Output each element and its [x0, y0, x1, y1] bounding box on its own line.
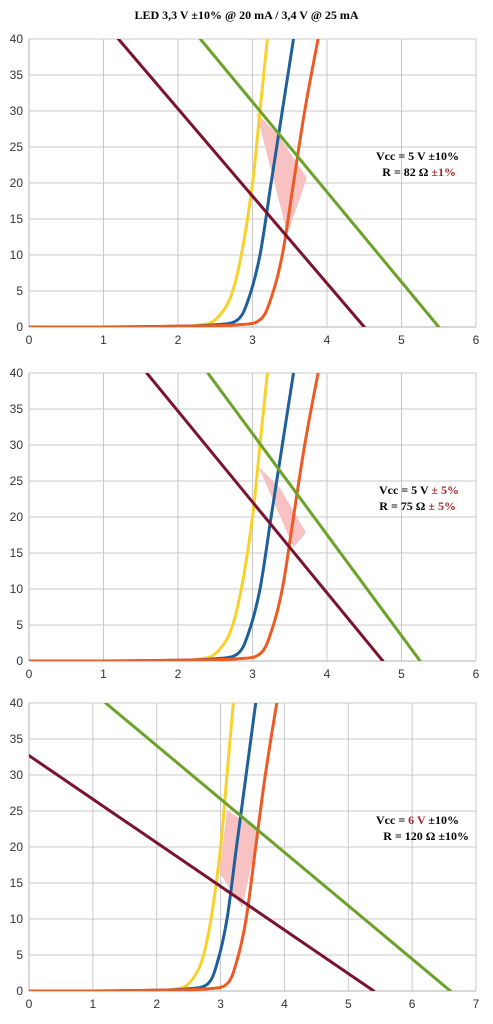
series-line-load-low	[116, 39, 366, 327]
annotation-text: Vcc =	[376, 813, 408, 827]
series-line-led-max	[29, 703, 279, 991]
annotation-text: R = 82 Ω	[382, 165, 431, 179]
x-tick-label: 1	[90, 997, 97, 1011]
annotation-highlight: ±1%	[431, 165, 456, 179]
plot-area	[29, 373, 422, 661]
x-tick-label: 7	[473, 997, 480, 1011]
x-tick-label: 5	[398, 333, 405, 347]
y-tick-label: 40	[10, 696, 24, 710]
operating-region	[256, 112, 307, 235]
annotation-text: R = 75 Ω	[379, 499, 428, 513]
chart-title: LED 3,3 V ±10% @ 20 mA / 3,4 V @ 25 mA	[134, 8, 359, 22]
x-tick-label: 0	[26, 333, 33, 347]
y-tick-label: 15	[10, 212, 24, 226]
series-line-load-high	[198, 39, 441, 327]
annotation-highlight: ± 5%	[428, 499, 456, 513]
series-line-load-high	[104, 703, 452, 991]
plot-area	[29, 703, 452, 991]
plot-area	[29, 39, 441, 327]
annotation-line1: Vcc = 5 V ± 5%	[379, 483, 459, 497]
y-tick-label: 0	[16, 984, 23, 998]
x-tick-label: 6	[473, 333, 480, 347]
y-tick-label: 20	[10, 840, 24, 854]
x-tick-label: 5	[398, 667, 405, 681]
y-tick-label: 35	[10, 68, 24, 82]
x-tick-label: 4	[324, 667, 331, 681]
y-tick-label: 15	[10, 876, 24, 890]
y-tick-label: 5	[16, 948, 23, 962]
y-tick-label: 25	[10, 804, 24, 818]
annotation-text: ±10%	[425, 813, 459, 827]
y-tick-label: 0	[16, 654, 23, 668]
x-tick-label: 6	[473, 667, 480, 681]
y-tick-label: 5	[16, 618, 23, 632]
chart-panel-3: 0 5 10 15 20 25 30 35 40 0 1 2 3 4 5 6 7 Vcc = 6 V ±10% R …	[10, 696, 480, 1011]
y-tick-label: 0	[16, 320, 23, 334]
y-tick-label: 20	[10, 510, 24, 524]
series-line-load-high	[206, 373, 422, 661]
x-tick-label: 2	[175, 333, 182, 347]
annotation-text: Vcc = 5 V	[379, 483, 431, 497]
y-tick-label: 10	[10, 912, 24, 926]
y-tick-label: 20	[10, 176, 24, 190]
series-line-load-low	[29, 754, 376, 991]
annotation-highlight: ± 5%	[431, 483, 459, 497]
x-tick-label: 6	[409, 997, 416, 1011]
y-tick-label: 25	[10, 140, 24, 154]
operating-region	[219, 810, 259, 908]
annotation-line2: R = 82 Ω ±1%	[382, 165, 456, 179]
x-tick-label: 3	[217, 997, 224, 1011]
annotation-line1: Vcc = 6 V ±10%	[376, 813, 459, 827]
y-tick-label: 40	[10, 366, 24, 380]
series-line-load-low	[145, 373, 385, 661]
y-tick-label: 15	[10, 546, 24, 560]
series-line-led-max	[29, 373, 320, 661]
y-tick-label: 5	[16, 284, 23, 298]
annotation-line2: R = 75 Ω ± 5%	[379, 499, 456, 513]
x-tick-label: 0	[26, 997, 33, 1011]
x-tick-label: 5	[345, 997, 352, 1011]
y-tick-label: 40	[10, 32, 24, 46]
y-tick-label: 10	[10, 248, 24, 262]
y-tick-label: 35	[10, 732, 24, 746]
y-tick-label: 30	[10, 438, 24, 452]
x-tick-label: 2	[153, 997, 160, 1011]
y-tick-label: 35	[10, 402, 24, 416]
x-tick-label: 4	[281, 997, 288, 1011]
annotation-line1: Vcc = 5 V ±10%	[376, 149, 459, 163]
series-line-led-max	[29, 39, 320, 327]
annotation-text: R = 120 Ω ±10%	[383, 829, 469, 843]
x-tick-label: 1	[100, 667, 107, 681]
chart-panel-1: 0 5 10 15 20 25 30 35 40 0 1 2 3 4 5 6 Vcc = 5 V ±10% R =…	[10, 32, 480, 347]
x-tick-label: 0	[26, 667, 33, 681]
y-tick-label: 30	[10, 768, 24, 782]
x-tick-label: 1	[100, 333, 107, 347]
x-tick-label: 3	[249, 333, 256, 347]
x-tick-label: 2	[175, 667, 182, 681]
operating-region	[258, 466, 307, 548]
annotation-line2: R = 120 Ω ±10%	[383, 829, 469, 843]
y-tick-label: 30	[10, 104, 24, 118]
x-tick-label: 3	[249, 667, 256, 681]
annotation-highlight: 6 V	[408, 813, 426, 827]
y-tick-label: 10	[10, 582, 24, 596]
y-tick-label: 25	[10, 474, 24, 488]
x-tick-label: 4	[324, 333, 331, 347]
annotation-text: Vcc = 5 V ±10%	[376, 149, 459, 163]
